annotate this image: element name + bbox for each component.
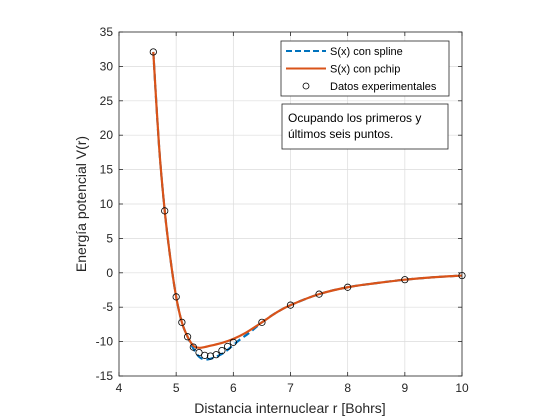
x-tick-label: 10: [455, 381, 469, 395]
y-tick-label: 0: [106, 266, 113, 280]
data-point-marker: [172, 293, 180, 301]
data-point-marker: [258, 318, 266, 326]
y-tick-label: 35: [100, 25, 114, 39]
y-tick-label: 5: [106, 231, 113, 245]
x-tick-label: 4: [116, 381, 123, 395]
data-point-marker: [201, 351, 209, 359]
x-tick-label: 8: [344, 381, 351, 395]
data-point-marker: [149, 48, 157, 56]
data-point-marker: [195, 349, 203, 357]
y-tick-label: 30: [100, 59, 114, 73]
data-point-marker: [178, 318, 186, 326]
data-point-marker: [286, 301, 295, 309]
y-tick-label: -5: [102, 300, 113, 314]
y-axis-label: Energía potencial V(r): [73, 136, 89, 272]
data-point-marker: [212, 351, 220, 359]
data-point-marker: [161, 207, 169, 215]
x-tick-label: 5: [173, 381, 180, 395]
y-tick-label: 25: [100, 94, 114, 108]
annotation: Ocupando los primeros y últimos seis pun…: [281, 103, 449, 150]
x-tick-label: 9: [401, 381, 408, 395]
tick-labels: 4 5 6 7 8 9 10 -15 -10 -5 0 5 10 15 20 25 30 35: [96, 25, 469, 395]
y-tick-label: 15: [100, 163, 114, 177]
data-point-marker: [229, 338, 237, 346]
y-tick-label: 10: [100, 197, 114, 211]
legend-spline-label: S(x) con spline: [330, 46, 403, 58]
data-point-marker: [344, 283, 352, 291]
legend-points-label: Datos experimentales: [330, 81, 437, 93]
legend: S(x) con spline S(x) con pchip Datos exp…: [280, 40, 450, 97]
y-tick-label: -15: [96, 369, 114, 383]
x-tick-label: 7: [287, 381, 294, 395]
legend-points-marker: [302, 82, 310, 90]
data-point-marker: [315, 290, 323, 298]
data-point-marker: [189, 343, 197, 351]
data-point-marker: [184, 333, 192, 341]
y-tick-label: -10: [96, 335, 114, 349]
data-point-marker: [401, 276, 409, 284]
annotation-box: [281, 103, 449, 150]
data-point-marker: [206, 352, 215, 360]
series-pchip-line: [152, 51, 463, 349]
data-point-marker: [224, 342, 232, 351]
ticks: [118, 31, 463, 377]
annotation-line-1: Ocupando los primeros y: [288, 111, 421, 125]
y-tick-label: 20: [100, 128, 114, 142]
x-tick-label: 6: [230, 381, 237, 395]
x-axis-label: Distancia internuclear r [Bohrs]: [194, 400, 385, 416]
annotation-line-2: últimos seis puntos.: [288, 127, 393, 141]
data-point-marker: [218, 346, 226, 355]
legend-pchip-label: S(x) con pchip: [330, 64, 400, 76]
series-lines: [152, 51, 463, 361]
